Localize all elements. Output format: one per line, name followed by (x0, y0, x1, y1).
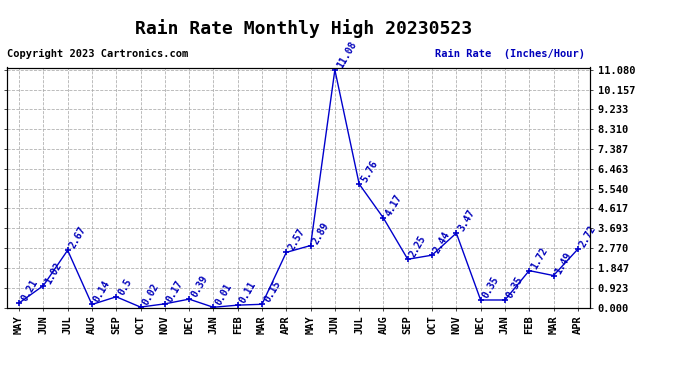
Text: Rain Rate Monthly High 20230523: Rain Rate Monthly High 20230523 (135, 19, 472, 38)
Text: 2.67: 2.67 (68, 225, 88, 250)
Text: 5.76: 5.76 (359, 159, 380, 184)
Text: 1.49: 1.49 (553, 250, 574, 276)
Text: 11.08: 11.08 (335, 39, 358, 70)
Text: 2.57: 2.57 (286, 227, 306, 252)
Text: 0.01: 0.01 (213, 282, 234, 307)
Text: 3.47: 3.47 (456, 208, 477, 233)
Text: Copyright 2023 Cartronics.com: Copyright 2023 Cartronics.com (7, 49, 188, 59)
Text: 0.35: 0.35 (505, 274, 525, 300)
Text: 1.02: 1.02 (43, 260, 63, 286)
Text: 2.72: 2.72 (578, 224, 598, 249)
Text: 0.21: 0.21 (19, 278, 39, 303)
Text: 0.11: 0.11 (237, 280, 258, 305)
Text: 0.5: 0.5 (116, 276, 134, 297)
Text: 1.72: 1.72 (529, 245, 550, 271)
Text: 2.89: 2.89 (310, 220, 331, 246)
Text: 0.17: 0.17 (165, 279, 185, 304)
Text: 4.17: 4.17 (384, 193, 404, 218)
Text: 0.02: 0.02 (141, 282, 161, 307)
Text: 2.25: 2.25 (408, 234, 428, 259)
Text: 2.44: 2.44 (432, 230, 453, 255)
Text: 0.15: 0.15 (262, 279, 282, 304)
Text: 0.35: 0.35 (481, 274, 501, 300)
Text: 0.14: 0.14 (92, 279, 112, 304)
Text: Rain Rate  (Inches/Hour): Rain Rate (Inches/Hour) (435, 49, 584, 59)
Text: 0.39: 0.39 (189, 274, 210, 299)
